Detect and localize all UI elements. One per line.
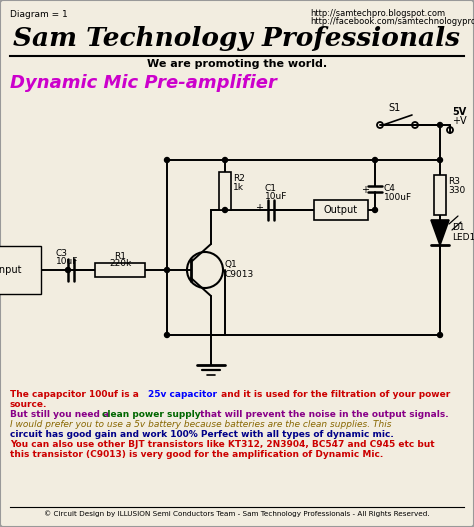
Text: R1: R1 [114,252,126,261]
Text: We are promoting the world.: We are promoting the world. [147,59,327,69]
Text: 10uF: 10uF [56,257,78,266]
Text: C1: C1 [265,184,277,193]
Bar [219,172,231,210]
Text: But still you need a: But still you need a [10,410,112,419]
Circle shape [373,208,377,212]
Text: that will prevent the noise in the output signals.: that will prevent the noise in the outpu… [197,410,448,419]
Text: LED1: LED1 [452,233,474,242]
Text: R3: R3 [448,177,460,186]
Text: Diagram = 1: Diagram = 1 [10,10,68,19]
Text: 10uF: 10uF [265,192,287,201]
Text: +: + [255,203,263,213]
Text: I would prefer you to use a 5v battery because batteries are the clean supplies.: I would prefer you to use a 5v battery b… [10,420,392,429]
Circle shape [164,333,170,337]
Text: 25v capacitor: 25v capacitor [148,390,217,399]
Polygon shape [431,220,449,245]
Circle shape [222,158,228,162]
Text: circuit has good gain and work 100% Perfect with all types of dynamic mic.: circuit has good gain and work 100% Perf… [10,430,394,439]
Text: R2: R2 [233,174,245,183]
Text: clean power supply: clean power supply [102,410,201,419]
Text: S1: S1 [389,103,401,113]
Text: Dynamic Mic Pre-amplifier: Dynamic Mic Pre-amplifier [10,74,277,92]
Circle shape [65,268,71,272]
Text: D1: D1 [452,223,465,232]
Text: C4: C4 [384,184,396,193]
Text: Sam Technology Professionals: Sam Technology Professionals [13,26,461,51]
Text: this transistor (C9013) is very good for the amplification of Dynamic Mic.: this transistor (C9013) is very good for… [10,450,383,459]
Text: +V: +V [452,116,466,126]
Circle shape [164,158,170,162]
Text: +: + [361,185,369,195]
Circle shape [438,122,443,128]
Text: 1k: 1k [233,183,244,192]
Text: The capapcitor 100uf is a: The capapcitor 100uf is a [10,390,142,399]
Text: Q1: Q1 [225,260,238,269]
Text: You can also use other BJT transistors like KT312, 2N3904, BC547 and C945 etc bu: You can also use other BJT transistors l… [10,440,435,449]
Text: 330: 330 [448,186,465,195]
Text: http://samtechpro.blogspot.com: http://samtechpro.blogspot.com [310,9,445,18]
Text: 220k: 220k [109,259,131,268]
Circle shape [373,158,377,162]
Text: Input: Input [0,265,22,275]
Circle shape [438,158,443,162]
Text: C9013: C9013 [225,270,254,279]
Text: C3: C3 [56,249,68,258]
Circle shape [164,268,170,272]
Text: © Circuit Design by ILLUSION Semi Conductors Team - Sam Technology Professionals: © Circuit Design by ILLUSION Semi Conduc… [44,510,430,516]
Text: 100uF: 100uF [384,193,412,202]
Circle shape [438,333,443,337]
Circle shape [222,208,228,212]
Bar [95,263,145,277]
FancyBboxPatch shape [314,200,368,220]
Text: and it is used for the filtration of your power: and it is used for the filtration of you… [218,390,450,399]
Text: http://facebook.com/samtechnologyprofessionals: http://facebook.com/samtechnologyprofess… [310,17,474,26]
Text: 5V: 5V [452,107,466,117]
Text: source.: source. [10,400,47,409]
Bar [434,175,446,215]
Text: Output: Output [324,205,358,215]
